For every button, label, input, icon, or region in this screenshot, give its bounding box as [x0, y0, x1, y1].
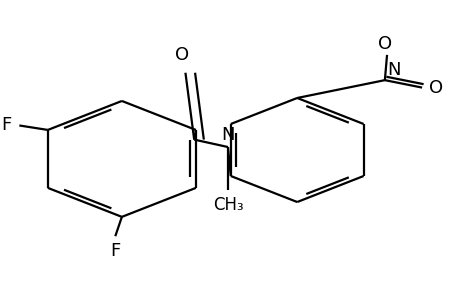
Text: O: O: [175, 46, 189, 64]
Text: F: F: [1, 116, 11, 134]
Text: F: F: [110, 242, 120, 260]
Text: O: O: [377, 35, 391, 53]
Text: N: N: [386, 61, 400, 79]
Text: O: O: [428, 79, 442, 97]
Text: CH₃: CH₃: [212, 196, 243, 214]
Text: N: N: [221, 126, 234, 144]
